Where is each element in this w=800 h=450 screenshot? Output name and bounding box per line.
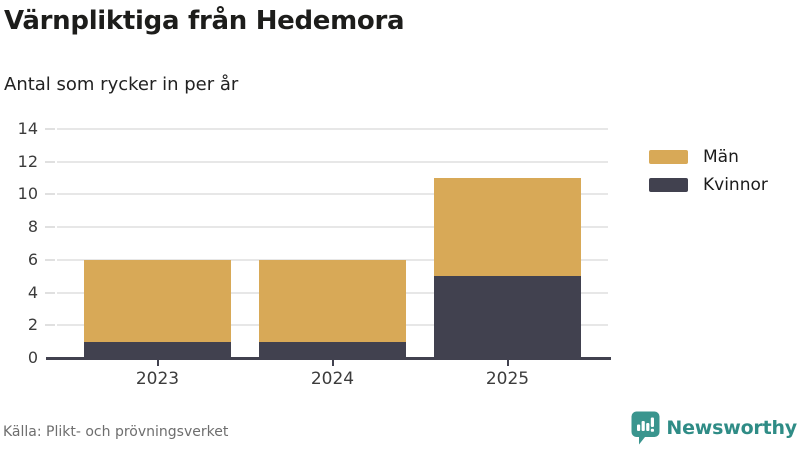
x-axis-label: 2024	[310, 369, 355, 389]
bar-segment-man	[84, 259, 231, 342]
brand-name: Newsworthy	[666, 417, 797, 439]
y-axis-label: 4	[27, 282, 38, 302]
gridline	[57, 226, 608, 229]
brand-logo: Newsworthy	[631, 411, 797, 445]
bar-segment-kvinnor	[434, 276, 581, 358]
y-axis-tick	[45, 258, 55, 261]
y-axis-tick	[45, 324, 55, 327]
x-axis-tick	[331, 360, 334, 366]
y-axis-tick	[45, 193, 55, 196]
gridline	[57, 128, 608, 130]
legend-label: Kvinnor	[703, 175, 768, 195]
bar-chart-speech-bubble-icon	[631, 411, 660, 445]
legend-item: Kvinnor	[649, 171, 768, 199]
y-axis-tick	[45, 160, 55, 163]
x-axis-label: 2025	[485, 369, 530, 389]
chart-title: Värnpliktiga från Hedemora	[4, 6, 405, 36]
bar-segment-kvinnor	[259, 341, 406, 358]
x-axis-tick	[156, 360, 159, 366]
x-axis-line	[46, 357, 611, 360]
y-axis-label: 2	[27, 315, 38, 335]
source-note: Källa: Plikt- och prövningsverket	[3, 424, 229, 440]
y-axis-label: 0	[27, 348, 38, 367]
x-axis-tick	[506, 360, 509, 366]
chart-subtitle: Antal som rycker in per år	[4, 74, 239, 95]
y-axis-label: 14	[17, 119, 38, 138]
gridline	[57, 160, 608, 163]
gridline	[57, 193, 608, 196]
bar-segment-man	[434, 178, 581, 277]
y-axis-label: 12	[17, 151, 38, 171]
speech-bubble-shape	[631, 411, 660, 445]
y-axis-tick	[45, 291, 55, 294]
y-axis-label: 8	[27, 217, 38, 237]
legend-label: Män	[703, 147, 739, 167]
y-axis-tick	[45, 226, 55, 229]
bar-segment-kvinnor	[84, 341, 231, 358]
x-axis-label: 2023	[135, 369, 180, 389]
legend-swatch	[649, 150, 688, 164]
y-axis-label: 6	[27, 249, 38, 269]
y-axis-tick	[45, 128, 55, 130]
y-axis-label: 10	[17, 184, 38, 204]
legend-item: Män	[649, 143, 768, 171]
legend-swatch	[649, 178, 688, 192]
bar-segment-man	[259, 259, 406, 342]
legend: Män Kvinnor	[649, 143, 768, 199]
